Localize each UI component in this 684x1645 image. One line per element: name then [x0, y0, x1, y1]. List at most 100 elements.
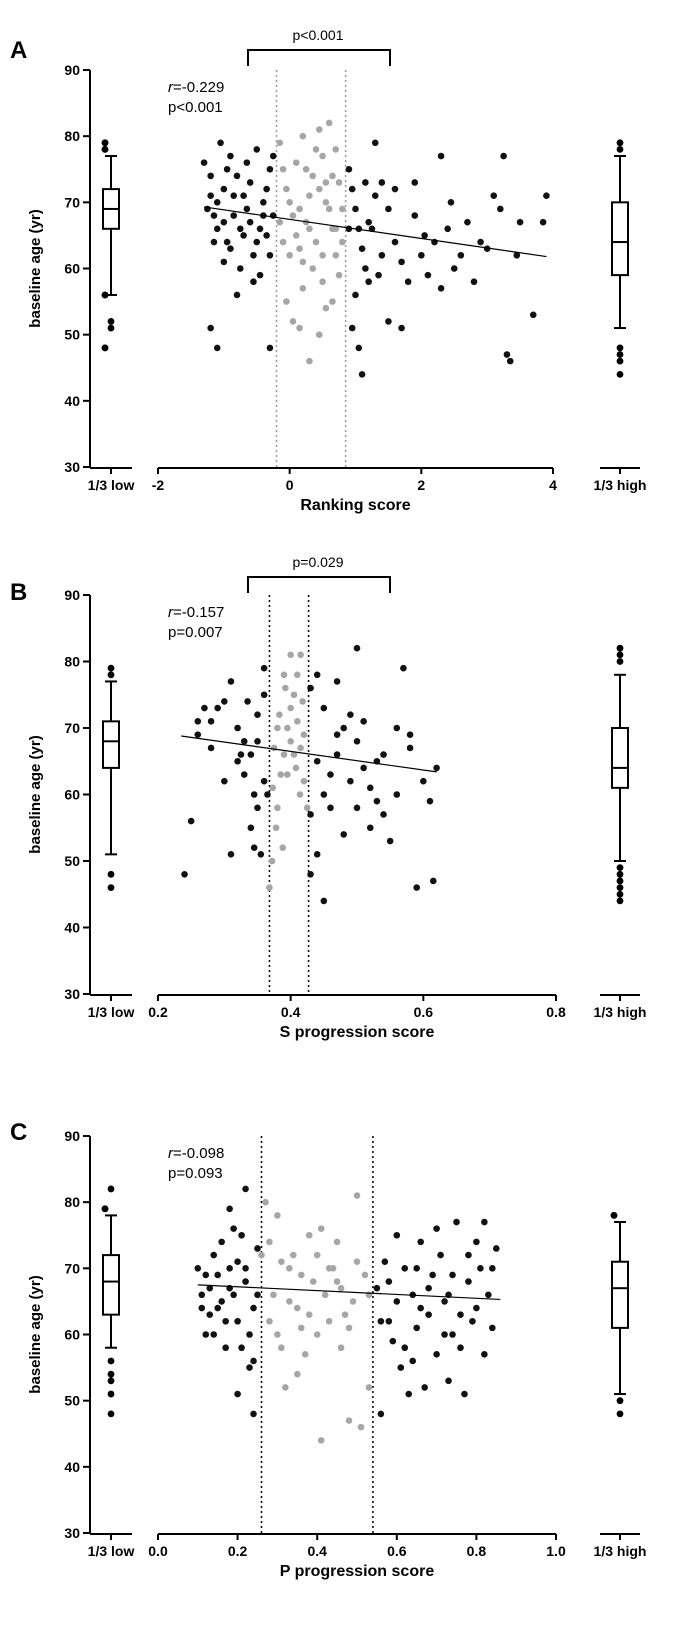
scatter-outer-point — [473, 1304, 480, 1312]
scatter-middle-point — [280, 751, 288, 758]
scatter-outer-point — [327, 771, 334, 778]
x-tick-label: 0.8 — [546, 1004, 566, 1020]
comparison-p-value: p=0.029 — [293, 554, 344, 570]
scatter-outer-point — [409, 1357, 417, 1365]
scatter-outer-point — [385, 205, 392, 213]
scatter-outer-point — [254, 1291, 261, 1299]
scatter-middle-point — [322, 179, 330, 186]
scatter-outer-point — [254, 804, 261, 812]
scatter-outer-point — [260, 199, 267, 206]
scatter-middle-point — [286, 199, 293, 206]
scatter-outer-point — [313, 757, 321, 765]
scatter-outer-point — [411, 212, 419, 219]
scatter-middle-point — [296, 324, 303, 332]
scatter-outer-point — [264, 791, 271, 798]
scatter-outer-point — [465, 1251, 472, 1259]
scatter-outer-point — [433, 764, 440, 772]
regression-line — [181, 735, 437, 773]
scatter-middle-point — [313, 1331, 321, 1338]
y-tick-label: 50 — [64, 1393, 80, 1409]
scatter-outer-point — [234, 757, 241, 765]
scatter-outer-point — [380, 811, 387, 818]
scatter-middle-point — [315, 331, 323, 338]
scatter-outer-point — [333, 731, 341, 738]
scatter-middle-point — [299, 285, 307, 292]
scatter-outer-point — [365, 218, 372, 226]
box-outlier — [616, 651, 624, 659]
scatter-outer-point — [220, 218, 228, 226]
scatter-middle-point — [297, 1271, 305, 1279]
scatter-outer-point — [386, 837, 394, 845]
box-outlier — [101, 146, 109, 153]
scatter-middle-point — [329, 298, 336, 305]
scatter-outer-point — [481, 1351, 488, 1358]
scatter-middle-point — [333, 1238, 341, 1246]
scatter-outer-point — [307, 811, 314, 818]
scatter-middle-point — [319, 152, 326, 160]
scatter-outer-point — [389, 1337, 397, 1345]
scatter-middle-point — [332, 146, 340, 153]
scatter-outer-point — [433, 1225, 440, 1232]
scatter-outer-point — [413, 884, 421, 891]
scatter-middle-point — [297, 1324, 305, 1332]
scatter-middle-point — [274, 724, 281, 732]
scatter-middle-point — [269, 784, 277, 792]
scatter-middle-point — [361, 1271, 369, 1279]
scatter-middle-point — [329, 172, 336, 180]
scatter-middle-point — [277, 771, 285, 778]
box-iqr — [611, 1260, 629, 1329]
scatter-outer-point — [256, 225, 264, 233]
scatter-middle-point — [319, 278, 326, 286]
box-iqr — [611, 727, 629, 789]
y-tick-label: 50 — [64, 327, 80, 343]
scatter-outer-point — [377, 1410, 385, 1418]
scatter-outer-point — [194, 718, 202, 725]
scatter-middle-point — [270, 1291, 277, 1299]
scatter-middle-point — [335, 271, 343, 279]
scatter-middle-point — [349, 1298, 357, 1305]
y-tick-label: 70 — [64, 194, 80, 210]
box-outlier — [101, 291, 109, 299]
scatter-middle-point — [290, 751, 298, 758]
box-outlier — [616, 139, 624, 147]
scatter-middle-point — [315, 126, 323, 133]
scatter-middle-point — [317, 1437, 325, 1444]
scatter-outer-point — [485, 1291, 492, 1299]
scatter-outer-point — [426, 797, 434, 805]
chart-panel-b: 30 40 50 60 70 80 90 baseline age (yr) 1/3 low 0.… — [27, 554, 646, 1041]
scatter-outer-point — [362, 179, 369, 186]
scatter-outer-point — [506, 357, 514, 365]
y-tick-label: 90 — [64, 587, 80, 603]
comparison-p-value: p<0.001 — [293, 27, 344, 43]
scatter-middle-point — [284, 771, 291, 778]
scatter-middle-point — [309, 1278, 317, 1285]
x-tick-label: 0.0 — [148, 1543, 168, 1559]
scatter-outer-point — [240, 232, 247, 239]
scatter-outer-point — [233, 172, 241, 180]
scatter-outer-point — [360, 718, 367, 725]
x-tick-label: 0.8 — [467, 1543, 487, 1559]
scatter-outer-point — [227, 152, 234, 160]
scatter-middle-point — [337, 1284, 345, 1292]
scatter-outer-point — [240, 771, 248, 778]
y-tick-label: 90 — [64, 1128, 80, 1144]
box-outlier — [107, 1185, 115, 1193]
y-tick-label: 90 — [64, 62, 80, 78]
comparison-bracket — [247, 49, 391, 66]
scatter-outer-point — [234, 1390, 241, 1398]
box-outlier — [101, 344, 109, 352]
scatter-middle-point — [319, 251, 326, 259]
box-outlier — [101, 1205, 109, 1213]
scatter-outer-point — [529, 311, 537, 319]
box-outlier — [616, 658, 624, 665]
scatter-outer-point — [223, 238, 231, 246]
scatter-middle-point — [325, 1265, 333, 1272]
scatter-outer-point — [194, 731, 202, 738]
y-tick-label: 80 — [64, 1194, 80, 1210]
scatter-outer-point — [238, 1344, 245, 1352]
scatter-outer-point — [250, 1410, 257, 1418]
y-tick-label: 60 — [64, 787, 80, 803]
scatter-outer-point — [381, 1258, 389, 1266]
scatter-middle-point — [294, 671, 301, 679]
